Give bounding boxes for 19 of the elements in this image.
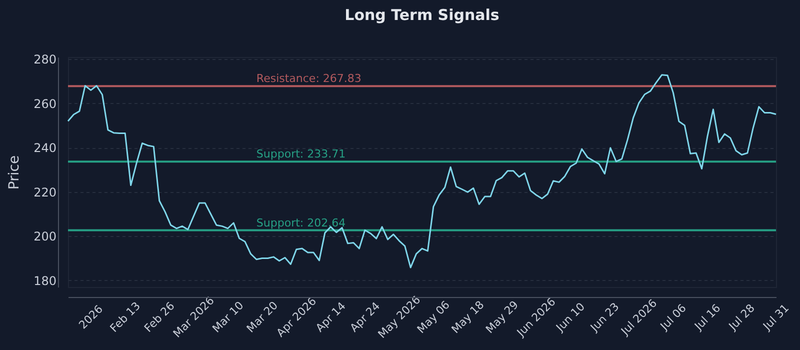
- y-tick-label: 260: [34, 96, 56, 111]
- y-tick-label: 200: [34, 230, 56, 244]
- chart-title: Long Term Signals: [344, 6, 500, 24]
- y-tick-label: 180: [34, 274, 56, 288]
- y-tick-label: 240: [34, 141, 56, 156]
- x-tick-label: Jul 28: [726, 302, 758, 334]
- line-series: [67, 74, 777, 268]
- x-tick-label: Jul 06: [657, 302, 689, 334]
- ref-line-label: Support: 202.64: [256, 216, 346, 230]
- x-tick-label: Jul 16: [691, 302, 724, 334]
- ref-line-label: Support: 233.71: [256, 148, 346, 161]
- x-tick-label: Jun 10: [553, 300, 588, 335]
- ref-line-label: Resistance: 267.83: [256, 72, 362, 86]
- y-tick-label: 220: [34, 185, 56, 200]
- y-tick-label: 280: [34, 52, 56, 67]
- x-tick-label: Jun 23: [587, 300, 622, 335]
- x-tick-label: Feb 13: [108, 299, 143, 335]
- x-tick-label: Jul 31: [760, 302, 792, 334]
- y-axis-title: Price: [6, 155, 23, 190]
